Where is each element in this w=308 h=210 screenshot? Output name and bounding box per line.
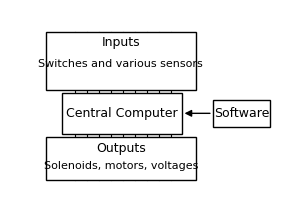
Bar [46,32,196,90]
Text: Central Computer: Central Computer [66,107,178,120]
Text: Outputs: Outputs [96,142,146,155]
Bar [46,137,196,180]
Bar [213,100,270,127]
Text: Switches and various sensors: Switches and various sensors [38,59,203,69]
Text: Inputs: Inputs [102,37,140,50]
Text: Solenoids, motors, voltages: Solenoids, motors, voltages [44,161,198,171]
Text: Software: Software [214,107,269,120]
Bar [63,93,182,134]
